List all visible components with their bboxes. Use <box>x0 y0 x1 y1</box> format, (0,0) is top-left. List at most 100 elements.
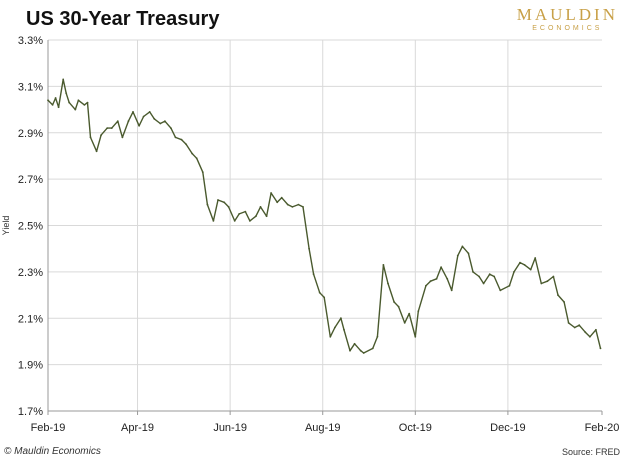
data-point <box>265 215 268 218</box>
data-point <box>425 284 427 287</box>
data-point <box>255 215 257 218</box>
data-point <box>227 206 230 208</box>
data-point <box>534 257 537 259</box>
data-point <box>563 301 565 303</box>
data-point <box>552 275 555 278</box>
data-point <box>110 127 113 129</box>
data-point <box>456 254 459 257</box>
data-point <box>95 150 98 153</box>
data-point <box>170 127 172 129</box>
x-tick-label: Apr-19 <box>121 422 154 434</box>
data-point <box>302 206 304 208</box>
y-tick-label: 3.3% <box>18 35 43 47</box>
data-point <box>180 138 183 141</box>
data-point <box>595 328 597 331</box>
data-point <box>174 136 177 139</box>
data-point <box>589 335 591 338</box>
data-point <box>51 104 54 106</box>
data-point <box>376 335 379 338</box>
data-point <box>461 245 464 248</box>
copyright-text: © Mauldin Economics <box>4 446 101 457</box>
data-point <box>340 317 342 320</box>
data-point <box>546 280 549 283</box>
data-point <box>249 220 251 222</box>
x-tick-label: Dec-19 <box>490 422 525 434</box>
data-point <box>493 275 496 278</box>
y-tick-label: 2.3% <box>18 267 43 279</box>
y-tick-label: 2.5% <box>18 221 43 233</box>
data-point <box>387 282 389 285</box>
x-tick-label: Oct-19 <box>399 422 432 434</box>
data-point <box>212 220 215 222</box>
data-point <box>429 280 432 283</box>
data-point <box>127 120 130 123</box>
data-point <box>223 201 226 204</box>
data-point <box>382 264 385 266</box>
data-point <box>408 312 411 315</box>
data-point <box>417 310 420 313</box>
data-point <box>138 124 141 127</box>
data-point <box>233 220 236 222</box>
data-point <box>467 252 470 255</box>
data-point <box>329 335 332 338</box>
y-tick-label: 3.1% <box>18 81 43 93</box>
series-layer <box>47 78 602 354</box>
y-tick-label: 1.7% <box>18 406 43 418</box>
data-point <box>446 277 449 280</box>
data-point <box>65 92 68 95</box>
data-point <box>353 342 356 345</box>
x-tick-labels: Feb-19 Apr-19 Jun-19 Aug-19 Oct-19 Dec-19 Feb-… <box>31 422 620 434</box>
data-point <box>519 261 521 264</box>
y-tick-label: 1.9% <box>18 360 43 372</box>
data-point <box>195 157 198 160</box>
data-point <box>89 136 92 139</box>
data-point <box>362 352 365 354</box>
data-point <box>573 326 576 329</box>
data-point <box>259 206 262 208</box>
data-point <box>312 273 315 276</box>
y-tick-label: 2.7% <box>18 174 43 186</box>
axes <box>47 40 603 415</box>
data-point <box>499 289 502 292</box>
data-point <box>440 266 442 269</box>
data-point <box>478 275 480 278</box>
data-point <box>106 127 109 129</box>
data-point <box>308 247 310 250</box>
data-point <box>54 97 57 99</box>
y-tick-label: 2.9% <box>18 128 43 140</box>
data-point <box>191 152 194 155</box>
data-point <box>323 296 326 299</box>
logo-subtitle: ECONOMICS <box>532 25 603 32</box>
data-point <box>584 331 587 334</box>
x-tick-label: Aug-19 <box>305 422 340 434</box>
data-point <box>567 322 570 324</box>
data-point <box>57 106 60 109</box>
y-tick-labels: 1.7% 1.9% 2.1% 2.3% 2.5% 2.7% 2.9% 3.1% 3.3% <box>18 35 43 418</box>
data-point <box>482 282 485 285</box>
data-point <box>244 210 247 213</box>
data-point <box>238 213 241 215</box>
data-point <box>74 108 77 111</box>
data-point <box>100 134 102 137</box>
data-point <box>68 101 71 104</box>
data-point <box>318 291 321 294</box>
data-point <box>47 99 49 102</box>
x-tick-label: Feb-20 <box>585 422 620 434</box>
data-point <box>371 347 374 350</box>
data-point <box>488 273 491 276</box>
data-point <box>557 294 559 296</box>
x-tick-label: Jun-19 <box>213 422 247 434</box>
data-point <box>435 277 438 280</box>
data-point <box>77 99 80 102</box>
y-axis-title: Yield <box>1 216 11 236</box>
data-point <box>148 111 151 113</box>
data-point <box>153 117 156 120</box>
data-point <box>185 143 188 146</box>
data-point <box>270 192 272 194</box>
data-point <box>414 335 417 338</box>
data-point <box>164 120 166 123</box>
data-point <box>297 203 300 206</box>
data-point <box>349 349 351 352</box>
